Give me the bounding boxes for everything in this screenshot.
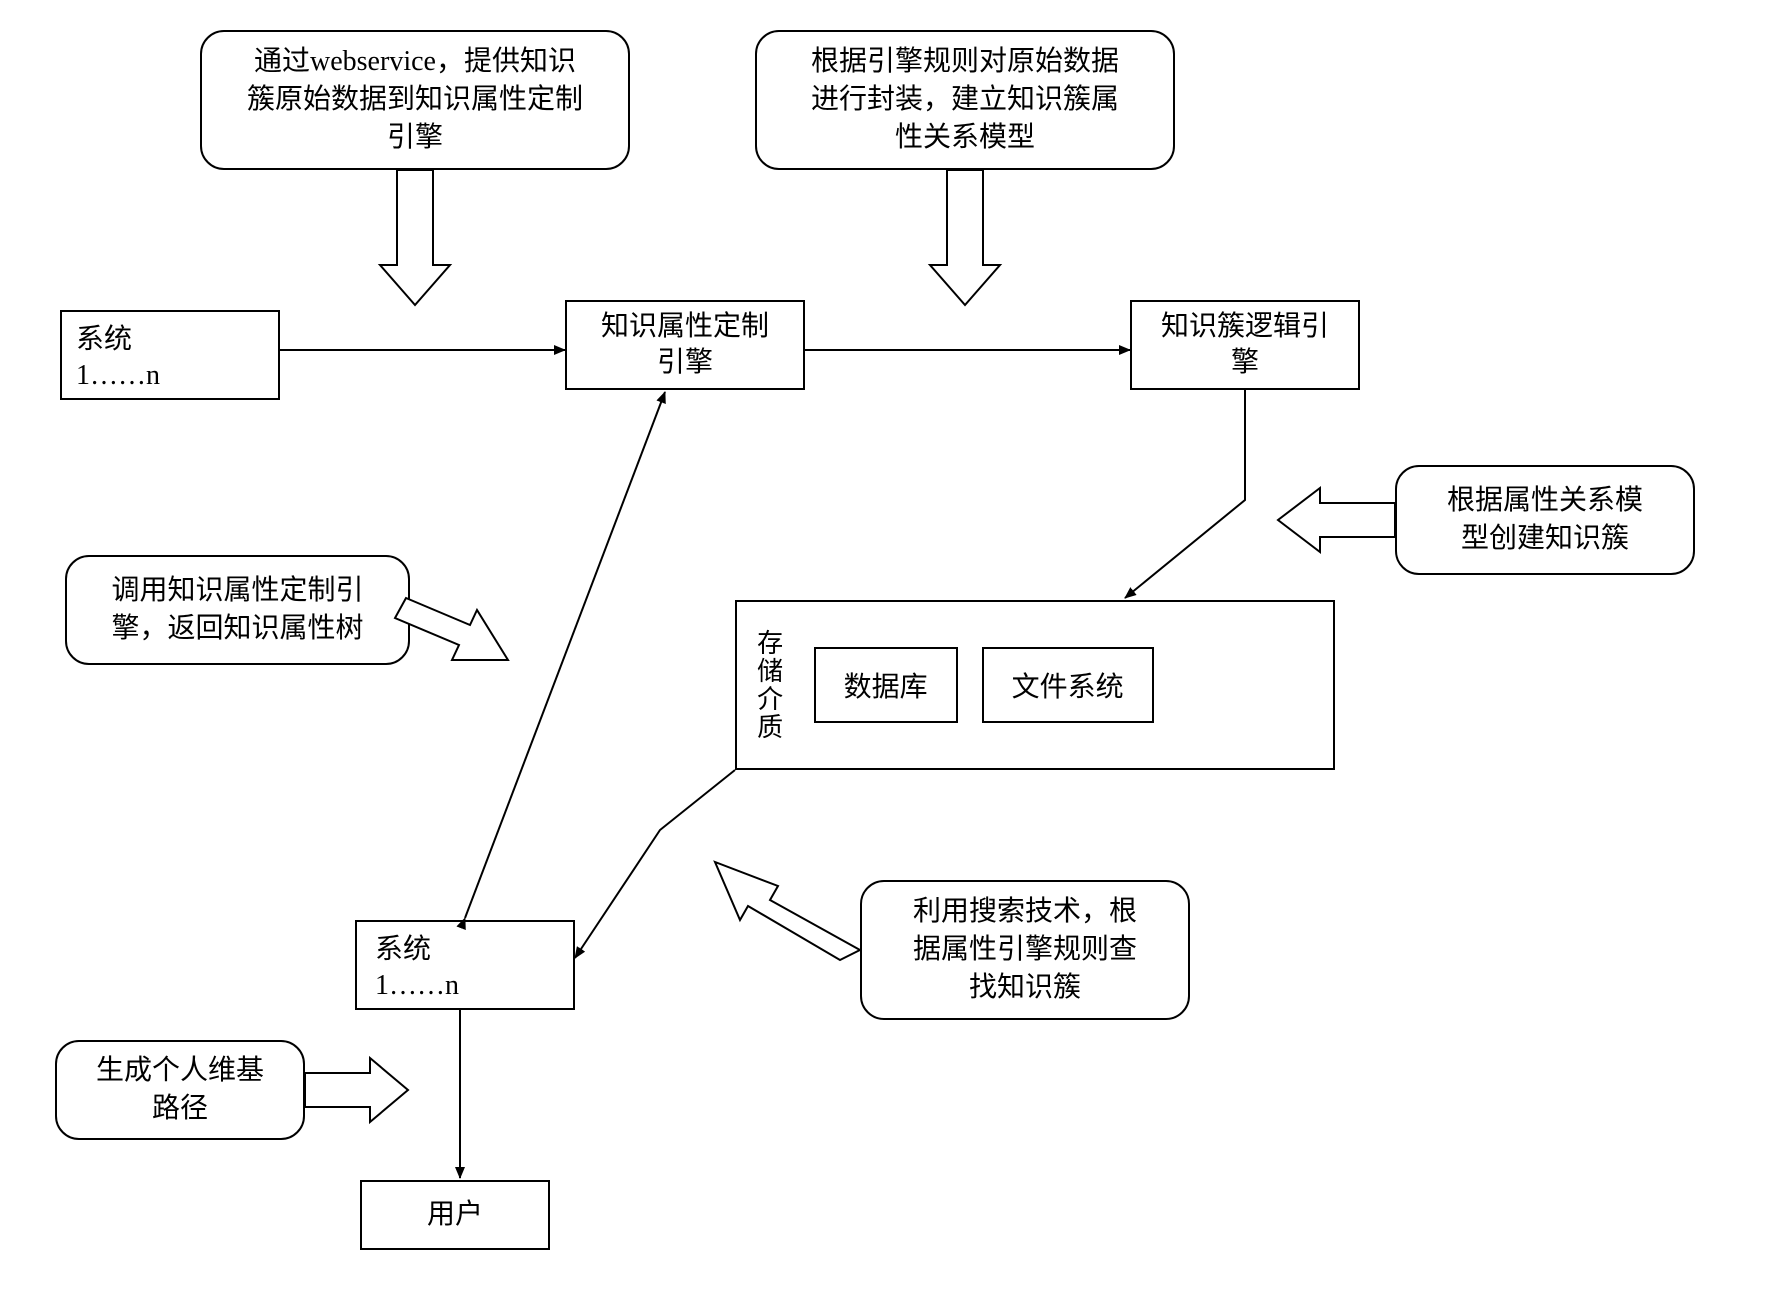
node-system-top: 系统1……n — [60, 310, 280, 400]
callout-label: 利用搜索技术，根据属性引擎规则查找知识簇 — [913, 893, 1137, 1006]
node-label: 知识簇逻辑引擎 — [1161, 309, 1329, 382]
arrow-logic-to-storage — [1125, 390, 1245, 598]
node-user: 用户 — [360, 1180, 550, 1250]
callout-encapsulate: 根据引擎规则对原始数据进行封装，建立知识簇属性关系模型 — [755, 30, 1175, 170]
callout-label: 通过webservice，提供知识簇原始数据到知识属性定制引擎 — [247, 43, 583, 156]
callout-label: 生成个人维基路径 — [96, 1052, 264, 1128]
callout-webservice: 通过webservice，提供知识簇原始数据到知识属性定制引擎 — [200, 30, 630, 170]
storage-inner-db: 数据库 — [814, 647, 958, 723]
arrow-system-attr-bidir — [465, 392, 665, 918]
node-label: 系统1……n — [76, 322, 160, 395]
arrow-storage-to-system — [575, 770, 735, 958]
node-engine-attr: 知识属性定制引擎 — [565, 300, 805, 390]
callout-create-cluster: 根据属性关系模型创建知识簇 — [1395, 465, 1695, 575]
node-label: 知识属性定制引擎 — [601, 309, 769, 382]
storage-inner-fs: 文件系统 — [982, 647, 1154, 723]
callout-label: 根据引擎规则对原始数据进行封装，建立知识簇属性关系模型 — [811, 43, 1119, 156]
hollow-arrow-create-cluster — [1278, 488, 1395, 552]
callout-wiki: 生成个人维基路径 — [55, 1040, 305, 1140]
node-label: 用户 — [427, 1197, 483, 1233]
callout-invoke: 调用知识属性定制引擎，返回知识属性树 — [65, 555, 410, 665]
callout-label: 根据属性关系模型创建知识簇 — [1447, 482, 1643, 558]
hollow-arrow-encapsulate — [930, 170, 1000, 305]
hollow-arrow-invoke — [395, 598, 508, 660]
diagram-canvas: 系统1……n 知识属性定制引擎 知识簇逻辑引擎 存储介质 数据库 文件系统 系统… — [0, 0, 1772, 1292]
hollow-arrow-webservice — [380, 170, 450, 305]
node-label: 系统1……n — [375, 932, 459, 1005]
hollow-arrow-wiki — [305, 1058, 408, 1122]
callout-label: 调用知识属性定制引擎，返回知识属性树 — [111, 572, 363, 648]
callout-search: 利用搜索技术，根据属性引擎规则查找知识簇 — [860, 880, 1190, 1020]
node-engine-logic: 知识簇逻辑引擎 — [1130, 300, 1360, 390]
node-storage: 存储介质 数据库 文件系统 — [735, 600, 1335, 770]
node-system-bottom: 系统1……n — [355, 920, 575, 1010]
storage-inner-label: 数据库 — [844, 672, 928, 703]
storage-label: 存储介质 — [753, 629, 782, 741]
hollow-arrow-search — [715, 862, 860, 960]
storage-inner-label: 文件系统 — [1012, 672, 1124, 703]
